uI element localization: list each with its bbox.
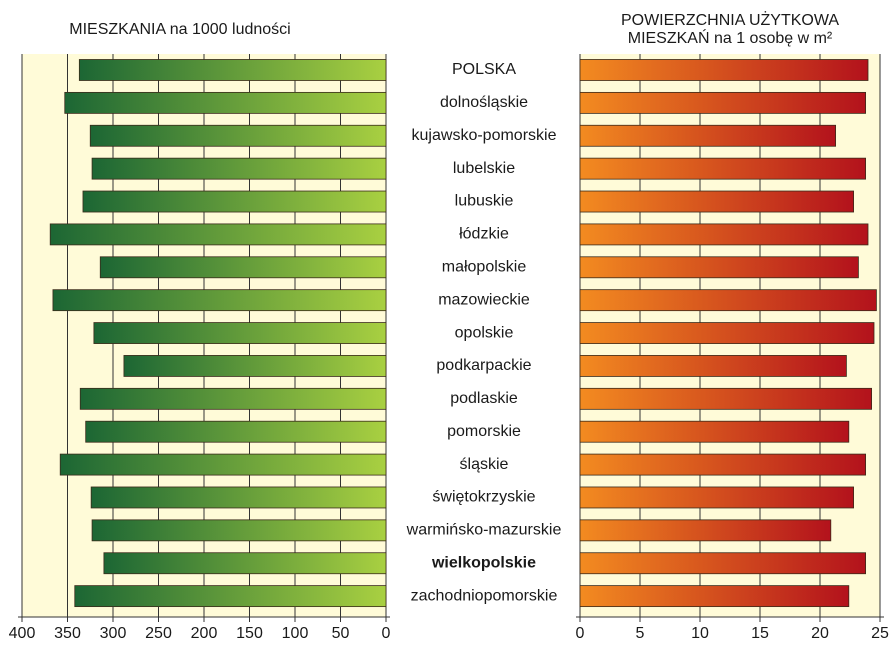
bar	[579, 552, 867, 575]
bar	[82, 190, 387, 213]
category-label: lubuskie	[455, 193, 514, 210]
bar	[579, 124, 837, 147]
bar	[91, 157, 387, 180]
bar	[579, 256, 859, 279]
x-tick-label: 50	[332, 625, 350, 642]
category-label: opolskie	[455, 324, 514, 341]
category-label: pomorskie	[447, 423, 521, 440]
category-label: podlaskie	[450, 390, 518, 407]
bar	[579, 355, 847, 377]
category-label: świętokrzyskie	[432, 489, 535, 506]
category-label: dolnośląskie	[440, 94, 528, 111]
x-tick-label: 0	[576, 625, 585, 642]
x-tick-label: 250	[145, 625, 172, 642]
x-tick-label: 0	[382, 625, 391, 642]
bar	[99, 256, 387, 279]
chart-title: POWIERZCHNIA UŻYTKOWA	[621, 10, 839, 29]
bar	[579, 190, 855, 213]
bar	[64, 91, 387, 114]
bar	[579, 289, 877, 312]
bar	[579, 420, 850, 443]
bar	[89, 124, 387, 147]
bar	[579, 519, 832, 542]
chart-title: MIESZKANIA na 1000 ludności	[69, 21, 290, 38]
bar	[79, 387, 387, 410]
bar	[579, 59, 869, 81]
x-tick-label: 20	[811, 625, 829, 642]
category-label: warmińsko-mazurskie	[406, 522, 562, 539]
bar	[52, 289, 387, 312]
category-label: śląskie	[460, 456, 509, 473]
category-label: łódzkie	[459, 226, 509, 243]
bar	[91, 519, 387, 542]
bar	[59, 453, 387, 476]
bar	[74, 585, 387, 608]
bar	[78, 59, 387, 81]
x-tick-label: 150	[236, 625, 263, 642]
bar	[93, 322, 387, 344]
category-label: małopolskie	[442, 259, 527, 276]
bar	[123, 355, 387, 377]
bar	[579, 223, 869, 246]
bar	[49, 223, 387, 246]
category-label: zachodniopomorskie	[411, 587, 558, 604]
bar	[103, 552, 387, 575]
x-tick-label: 15	[751, 625, 769, 642]
x-tick-label: 25	[871, 625, 889, 642]
bar	[579, 322, 875, 344]
category-label: POLSKA	[452, 61, 516, 78]
category-label: wielkopolskie	[431, 554, 536, 571]
bar	[90, 486, 387, 509]
bar	[85, 420, 387, 443]
x-tick-label: 100	[282, 625, 309, 642]
category-label: podkarpackie	[436, 357, 531, 374]
category-label: mazowieckie	[438, 291, 530, 308]
bar	[579, 91, 867, 114]
bar	[579, 157, 867, 180]
category-label: kujawsko-pomorskie	[412, 127, 557, 144]
x-tick-label: 200	[191, 625, 218, 642]
bar	[579, 486, 855, 509]
x-tick-label: 400	[9, 625, 36, 642]
bar	[579, 387, 873, 410]
x-tick-label: 350	[54, 625, 81, 642]
x-tick-label: 5	[636, 625, 645, 642]
bar	[579, 585, 850, 608]
category-label: lubelskie	[453, 160, 515, 177]
chart-title: MIESZKAŃ na 1 osobę w m²	[628, 28, 833, 47]
x-tick-label: 300	[100, 625, 127, 642]
x-tick-label: 10	[691, 625, 709, 642]
bar	[579, 453, 867, 476]
